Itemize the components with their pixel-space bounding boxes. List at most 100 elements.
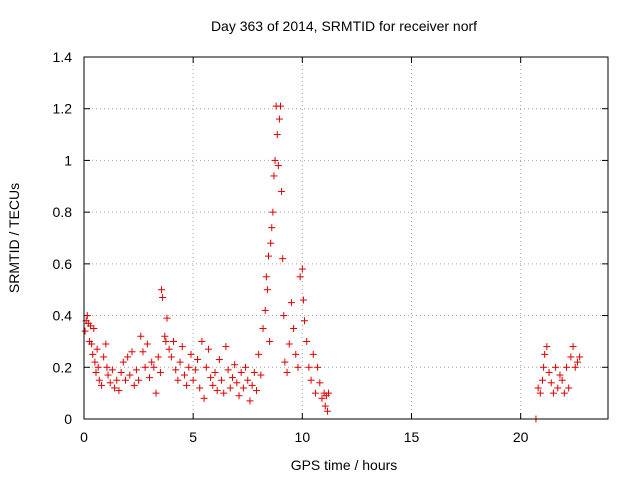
data-point <box>224 366 232 374</box>
data-point <box>250 368 258 376</box>
data-point <box>556 371 564 379</box>
data-point <box>255 350 263 358</box>
data-point <box>91 358 99 366</box>
data-point <box>117 368 125 376</box>
data-point <box>198 337 206 345</box>
data-point <box>103 363 111 371</box>
data-point <box>115 387 123 395</box>
data-point <box>290 325 298 332</box>
data-point <box>119 358 127 366</box>
data-point <box>94 363 102 371</box>
data-point <box>92 368 100 376</box>
data-point <box>104 371 112 379</box>
data-point <box>275 115 283 123</box>
data-point <box>565 384 573 392</box>
data-point <box>222 343 230 351</box>
data-point <box>244 376 252 384</box>
data-point <box>287 299 295 307</box>
data-point <box>305 363 313 371</box>
grid-lines <box>84 57 608 419</box>
data-point <box>154 353 162 361</box>
data-point <box>231 361 239 369</box>
data-point <box>242 363 250 371</box>
data-point <box>167 353 175 361</box>
plot-frame <box>83 56 609 420</box>
data-point <box>209 381 217 389</box>
data-point <box>280 312 288 320</box>
data-point <box>314 363 322 371</box>
data-point <box>252 387 260 395</box>
data-point <box>294 363 302 371</box>
data-point <box>259 325 267 332</box>
data-point <box>152 389 160 397</box>
data-point <box>296 273 304 281</box>
data-point <box>226 384 234 392</box>
data-point <box>97 381 105 389</box>
data-point <box>318 394 326 402</box>
data-point <box>292 350 300 358</box>
data-point <box>176 358 184 366</box>
data-point <box>159 293 167 301</box>
data-point <box>576 353 584 361</box>
data-point <box>545 368 553 376</box>
data-point <box>150 363 158 371</box>
data-point <box>172 366 180 374</box>
data-point <box>279 255 287 263</box>
data-point <box>540 363 548 371</box>
data-point <box>89 350 97 358</box>
data-point <box>246 397 254 405</box>
data-point <box>113 376 121 384</box>
data-point <box>285 340 293 348</box>
y-tick-label: 0.8 <box>53 204 73 220</box>
data-point <box>269 208 277 216</box>
data-point <box>277 102 284 110</box>
data-point <box>174 376 182 384</box>
data-point <box>218 376 226 384</box>
data-point <box>264 252 272 260</box>
data-point <box>185 363 193 371</box>
data-point <box>554 384 562 392</box>
data-point <box>311 389 319 397</box>
data-point <box>111 384 119 392</box>
y-tick-label: 0.6 <box>53 256 73 272</box>
data-point <box>81 327 89 335</box>
data-point <box>88 340 96 348</box>
data-point <box>95 376 103 384</box>
y-tick-label: 0 <box>64 411 72 427</box>
data-point <box>257 371 265 379</box>
data-point <box>267 239 275 247</box>
data-point <box>239 384 247 392</box>
data-point <box>270 172 278 180</box>
data-point <box>132 366 140 374</box>
data-point <box>146 374 153 382</box>
data-point <box>233 379 241 387</box>
data-point <box>261 306 269 314</box>
data-point <box>163 314 171 322</box>
data-point <box>569 343 577 351</box>
data-point <box>248 381 256 389</box>
data-point <box>237 368 245 376</box>
data-point <box>124 353 132 361</box>
data-point <box>162 337 170 345</box>
data-point <box>262 273 270 281</box>
data-point <box>278 187 286 195</box>
data-point <box>130 381 138 389</box>
data-point <box>536 389 544 397</box>
data-point <box>266 337 274 345</box>
data-points <box>81 102 584 423</box>
x-axis-label: GPS time / hours <box>291 457 398 473</box>
data-point <box>268 224 276 232</box>
data-point <box>139 348 147 356</box>
data-point <box>158 286 166 294</box>
data-point <box>90 325 98 332</box>
data-point <box>148 358 156 366</box>
data-point <box>106 379 114 387</box>
data-point <box>156 368 164 376</box>
y-tick-label: 1.2 <box>53 101 73 117</box>
data-point <box>178 343 186 351</box>
data-point <box>220 389 228 397</box>
data-point <box>202 363 210 371</box>
data-point <box>552 363 560 371</box>
data-point <box>271 156 279 164</box>
